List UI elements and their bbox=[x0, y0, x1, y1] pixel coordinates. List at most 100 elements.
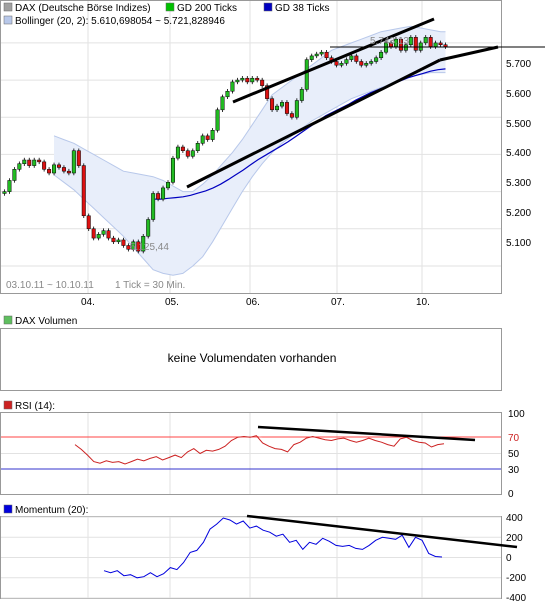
candle-body bbox=[17, 163, 22, 170]
candle-body bbox=[210, 130, 215, 140]
candle-body bbox=[215, 109, 220, 131]
candle bbox=[185, 148, 190, 159]
candle bbox=[270, 96, 275, 113]
candle-body bbox=[275, 105, 280, 111]
candle-body bbox=[111, 237, 116, 243]
candle bbox=[61, 165, 66, 174]
candle bbox=[161, 185, 166, 202]
rsi-y-tick: 50 bbox=[508, 449, 520, 460]
momentum-y-tick: 400 bbox=[506, 513, 523, 524]
candle bbox=[364, 61, 369, 68]
candle bbox=[57, 162, 61, 170]
candle bbox=[225, 89, 230, 100]
candle bbox=[299, 87, 304, 103]
candle bbox=[32, 157, 37, 168]
candle bbox=[146, 217, 151, 239]
lower-trendline bbox=[186, 58, 441, 189]
candle bbox=[349, 53, 354, 62]
candle-body bbox=[47, 169, 52, 174]
candle-body bbox=[61, 167, 66, 172]
tick-interval-note: 1 Tick = 30 Min. bbox=[115, 280, 185, 291]
candle bbox=[438, 40, 443, 47]
candle-body bbox=[205, 135, 210, 140]
candle bbox=[22, 157, 27, 166]
candle-body bbox=[121, 239, 126, 246]
y-tick: 5.500 bbox=[506, 119, 531, 130]
candle-body bbox=[354, 55, 359, 62]
rsi-y-tick: 70 bbox=[508, 433, 520, 444]
x-tick: 05. bbox=[165, 297, 179, 308]
candle-body bbox=[32, 159, 37, 166]
trendline-extension bbox=[439, 45, 499, 62]
candle-body bbox=[22, 159, 27, 164]
candle bbox=[116, 237, 121, 245]
candle bbox=[47, 167, 52, 176]
candle bbox=[284, 100, 289, 116]
candle bbox=[156, 191, 161, 202]
candle-body bbox=[314, 53, 319, 57]
candle bbox=[101, 228, 106, 237]
candle-body bbox=[270, 98, 275, 111]
x-tick: 10. bbox=[416, 297, 430, 308]
momentum-title: Momentum (20): bbox=[15, 505, 88, 516]
candle bbox=[76, 148, 81, 168]
candle-body bbox=[438, 42, 443, 46]
candle bbox=[7, 178, 12, 194]
candle-body bbox=[260, 79, 265, 86]
candle-body bbox=[190, 150, 195, 157]
candle-body bbox=[374, 57, 379, 62]
candle-body bbox=[66, 170, 71, 174]
candle bbox=[151, 191, 156, 222]
candle bbox=[324, 49, 329, 60]
candle bbox=[111, 235, 116, 245]
candle bbox=[359, 59, 364, 68]
rsi-y-tick: 30 bbox=[508, 465, 520, 476]
candle bbox=[275, 103, 280, 113]
candle bbox=[136, 239, 141, 254]
candle bbox=[86, 213, 91, 232]
candle-body bbox=[96, 234, 101, 239]
candle bbox=[408, 35, 413, 47]
low-annotation: 5.125,44 bbox=[130, 242, 169, 253]
legend-dax-swatch bbox=[3, 2, 13, 12]
candle-body bbox=[369, 61, 374, 64]
price-y-axis: 5.700 5.600 5.500 5.400 5.300 5.200 5.10… bbox=[506, 59, 531, 249]
candle-body bbox=[235, 79, 240, 83]
candle-body bbox=[423, 37, 428, 44]
candle-body bbox=[81, 165, 86, 217]
legend-dax-label: DAX (Deutsche Börse Indizes) bbox=[15, 3, 151, 14]
rsi-trendline bbox=[257, 425, 476, 442]
candle-body bbox=[433, 42, 438, 47]
legend-gd200-label: GD 200 Ticks bbox=[177, 3, 237, 14]
candle bbox=[66, 168, 71, 176]
candle-body bbox=[7, 180, 12, 192]
candle-body bbox=[52, 164, 57, 174]
candle bbox=[280, 100, 284, 109]
candle bbox=[309, 53, 314, 62]
candle-body bbox=[136, 241, 141, 252]
x-tick: 04. bbox=[81, 297, 95, 308]
candle-body bbox=[334, 61, 339, 66]
rsi-y-axis: 100 70 50 30 0 bbox=[508, 409, 525, 500]
candle bbox=[255, 75, 260, 83]
y-tick: 5.300 bbox=[506, 178, 531, 189]
candle bbox=[230, 79, 235, 94]
candle-body bbox=[289, 113, 294, 118]
candle-body bbox=[319, 51, 324, 55]
candle bbox=[379, 49, 384, 60]
momentum-y-axis: 400 200 0 -200 -400 bbox=[506, 513, 526, 604]
candle bbox=[91, 226, 96, 241]
volume-title: DAX Volumen bbox=[15, 316, 77, 327]
candle-body bbox=[225, 90, 230, 98]
candle bbox=[294, 98, 299, 120]
candle bbox=[403, 42, 408, 53]
candle bbox=[250, 75, 255, 85]
candle-body bbox=[359, 61, 364, 66]
candle-body bbox=[398, 38, 403, 51]
candle bbox=[190, 148, 195, 159]
rsi-overbought-fill bbox=[75, 435, 444, 438]
candle-body bbox=[403, 44, 408, 51]
candle bbox=[319, 49, 324, 57]
candle-body bbox=[57, 164, 61, 168]
momentum-y-tick: -200 bbox=[506, 573, 526, 584]
